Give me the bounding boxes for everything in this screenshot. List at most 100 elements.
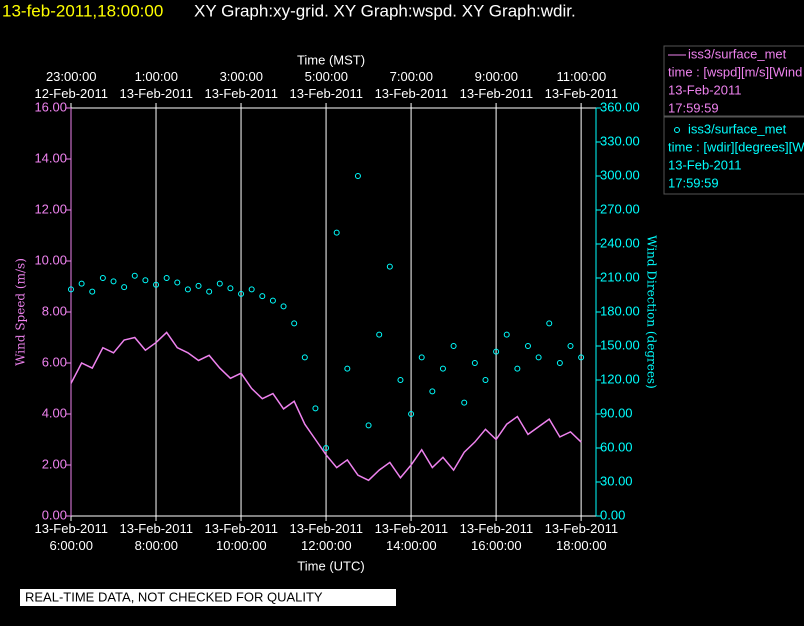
- x2-tick-label: 9:00:00 13-Feb-2011: [459, 69, 534, 101]
- data-point: [142, 277, 149, 284]
- x-axis-title: Time (UTC): [297, 558, 364, 573]
- data-point: [227, 285, 234, 292]
- footer-box: [20, 589, 396, 606]
- data-point: [578, 354, 585, 361]
- data-point: [216, 280, 223, 287]
- data-point: [397, 377, 404, 383]
- data-point: [354, 173, 361, 179]
- data-point: [131, 272, 138, 279]
- y2-tick-label: 60.00: [600, 439, 633, 454]
- data-point: [493, 348, 500, 355]
- y2-tick-label: 270.00: [600, 201, 640, 216]
- x-tick-label: 13-Feb-2011 8:00:00: [119, 521, 193, 553]
- x2-tick-label: 5:00:00 13-Feb-2011: [289, 69, 364, 101]
- x2-tick-label: 3:00:00 13-Feb-2011: [204, 69, 279, 101]
- data-point: [163, 275, 170, 281]
- x-tick-label: 13-Feb-2011 14:00:00: [374, 521, 449, 553]
- x-tick-label: 13-Feb-2011 12:00:00: [289, 521, 364, 553]
- legend-box: [663, 116, 804, 195]
- y-tick-label: 0.00: [42, 507, 67, 522]
- data-point: [269, 297, 276, 304]
- data-point: [344, 365, 351, 372]
- data-point: [482, 377, 489, 383]
- data-point: [110, 278, 117, 285]
- data-point: [121, 284, 128, 291]
- data-point: [503, 331, 510, 338]
- data-point: [99, 275, 106, 281]
- data-point: [291, 320, 298, 327]
- data-point: [450, 343, 457, 349]
- legend-box: [663, 45, 804, 117]
- x2-tick-label: 23:00:00 12-Feb-2011: [34, 69, 108, 101]
- data-point: [376, 331, 383, 338]
- data-point: [184, 286, 191, 293]
- data-point: [546, 320, 553, 327]
- data-point: [174, 279, 181, 286]
- y2-tick-label: 150.00: [600, 337, 640, 352]
- data-point: [386, 263, 393, 270]
- data-point: [259, 293, 266, 300]
- y2-axis-title: Wind Direction (degrees): [645, 235, 659, 389]
- y2-tick-label: 30.00: [600, 473, 633, 488]
- data-point: [248, 286, 255, 293]
- y-tick-label: 14.00: [34, 150, 67, 165]
- x-tick-label: 13-Feb-2011 10:00:00: [204, 521, 279, 553]
- series-line: [70, 331, 582, 482]
- data-point: [323, 445, 330, 451]
- x-tick-label: 13-Feb-2011 16:00:00: [459, 521, 534, 553]
- data-point: [408, 411, 415, 417]
- y2-tick-label: 330.00: [600, 133, 640, 148]
- legend-label: iss3/surface_met: [688, 46, 787, 61]
- legend-detail: 17:59:59: [668, 100, 719, 115]
- y-tick-label: 6.00: [42, 354, 67, 369]
- data-point: [280, 303, 287, 310]
- legend-detail: 13-Feb-2011: [668, 157, 741, 172]
- legend-detail: 17:59:59: [668, 175, 719, 190]
- data-point: [312, 405, 319, 412]
- data-point: [567, 343, 574, 349]
- data-point: [153, 281, 160, 288]
- y2-tick-label: 180.00: [600, 303, 640, 318]
- y2-tick-label: 240.00: [600, 235, 640, 250]
- header: 13-feb-2011,18:00:00: [2, 1, 163, 20]
- y-tick-label: 10.00: [34, 252, 67, 267]
- data-point: [238, 290, 245, 297]
- x2-tick-label: 7:00:00 13-Feb-2011: [374, 69, 449, 101]
- data-point: [439, 365, 446, 372]
- y-tick-label: 8.00: [42, 303, 67, 318]
- y2-tick-label: 210.00: [600, 269, 640, 284]
- x2-axis-title: Time (MST): [297, 52, 365, 67]
- data-point: [365, 422, 372, 429]
- y2-tick-label: 0.00: [600, 507, 625, 522]
- data-point: [535, 354, 542, 361]
- data-point: [206, 288, 213, 295]
- y-tick-label: 4.00: [42, 405, 67, 420]
- data-point: [195, 282, 202, 289]
- data-point: [301, 354, 308, 361]
- y-axis-title: Wind Speed (m/s): [14, 258, 28, 366]
- legend-detail: 13-Feb-2011: [668, 82, 741, 97]
- chart-title: XY Graph:xy-grid. XY Graph:wspd. XY Grap…: [194, 1, 576, 20]
- y-tick-label: 2.00: [42, 456, 67, 471]
- x2-tick-label: 11:00:00 13-Feb-2011: [544, 69, 619, 101]
- y2-tick-label: 120.00: [600, 371, 640, 386]
- y-tick-label: 16.00: [34, 99, 67, 114]
- data-point: [524, 343, 531, 349]
- x2-tick-label: 1:00:00 13-Feb-2011: [119, 69, 193, 101]
- y-tick-label: 12.00: [34, 201, 67, 216]
- data-point: [471, 360, 478, 366]
- y2-tick-label: 300.00: [600, 167, 640, 182]
- data-point: [461, 399, 468, 406]
- legend-symbol: [674, 127, 680, 133]
- legend-detail: time : [wspd][m/s][Wind: [668, 64, 802, 79]
- data-point: [68, 286, 74, 293]
- data-point: [333, 229, 340, 236]
- data-point: [514, 365, 521, 372]
- x-tick-label: 13-Feb-2011 18:00:00: [544, 521, 619, 553]
- data-point: [78, 280, 85, 287]
- legend-detail: time : [wdir][degrees][W: [668, 139, 804, 154]
- data-point: [89, 288, 96, 295]
- data-point: [556, 360, 563, 366]
